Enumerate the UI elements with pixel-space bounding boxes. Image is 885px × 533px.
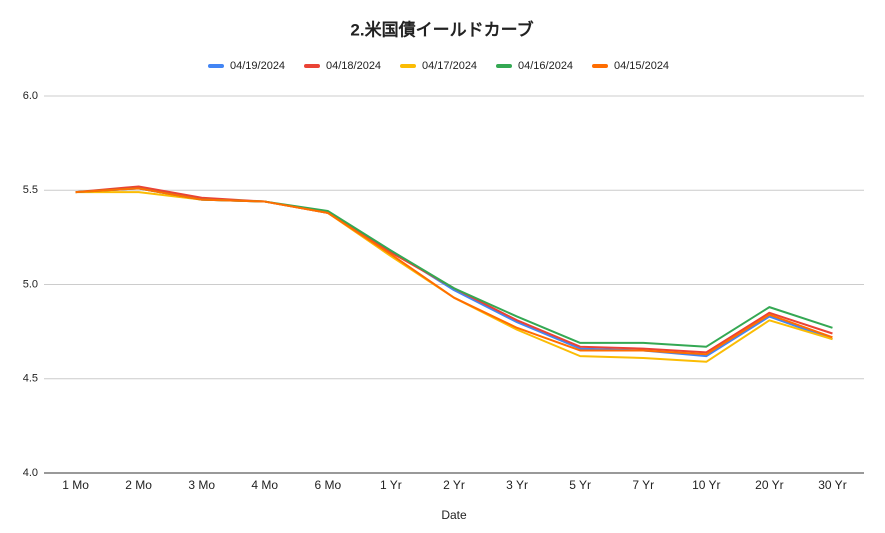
x-tick-label: 4 Mo bbox=[251, 478, 278, 492]
y-tick-label: 5.5 bbox=[23, 184, 38, 196]
y-tick-label: 6.0 bbox=[23, 90, 38, 102]
x-tick-label: 30 Yr bbox=[818, 478, 846, 492]
legend-label: 04/19/2024 bbox=[230, 60, 285, 72]
y-tick-label: 5.0 bbox=[23, 278, 38, 290]
x-tick-label: 5 Yr bbox=[569, 478, 591, 492]
series-line bbox=[75, 187, 833, 356]
y-tick-label: 4.0 bbox=[23, 467, 38, 479]
y-tick-label: 4.5 bbox=[23, 373, 38, 385]
x-tick-label: 2 Mo bbox=[125, 478, 152, 492]
series-line bbox=[75, 187, 833, 348]
x-tick-label: 20 Yr bbox=[755, 478, 783, 492]
series-line bbox=[75, 185, 833, 354]
series-line bbox=[75, 191, 833, 363]
x-tick-label: 6 Mo bbox=[315, 478, 342, 492]
x-axis-label: Date bbox=[441, 508, 467, 522]
x-tick-label: 7 Yr bbox=[632, 478, 654, 492]
x-tick-label: 1 Mo bbox=[62, 478, 89, 492]
chart-title: 2.米国債イールドカーブ bbox=[350, 19, 533, 39]
series-line bbox=[75, 187, 833, 358]
legend-label: 04/16/2024 bbox=[518, 60, 573, 72]
legend-label: 04/15/2024 bbox=[614, 60, 669, 72]
x-tick-label: 2 Yr bbox=[443, 478, 465, 492]
x-tick-label: 3 Mo bbox=[188, 478, 215, 492]
x-tick-label: 10 Yr bbox=[692, 478, 720, 492]
legend-label: 04/18/2024 bbox=[326, 60, 381, 72]
legend-label: 04/17/2024 bbox=[422, 60, 477, 72]
x-tick-label: 1 Yr bbox=[380, 478, 402, 492]
x-tick-label: 3 Yr bbox=[506, 478, 528, 492]
